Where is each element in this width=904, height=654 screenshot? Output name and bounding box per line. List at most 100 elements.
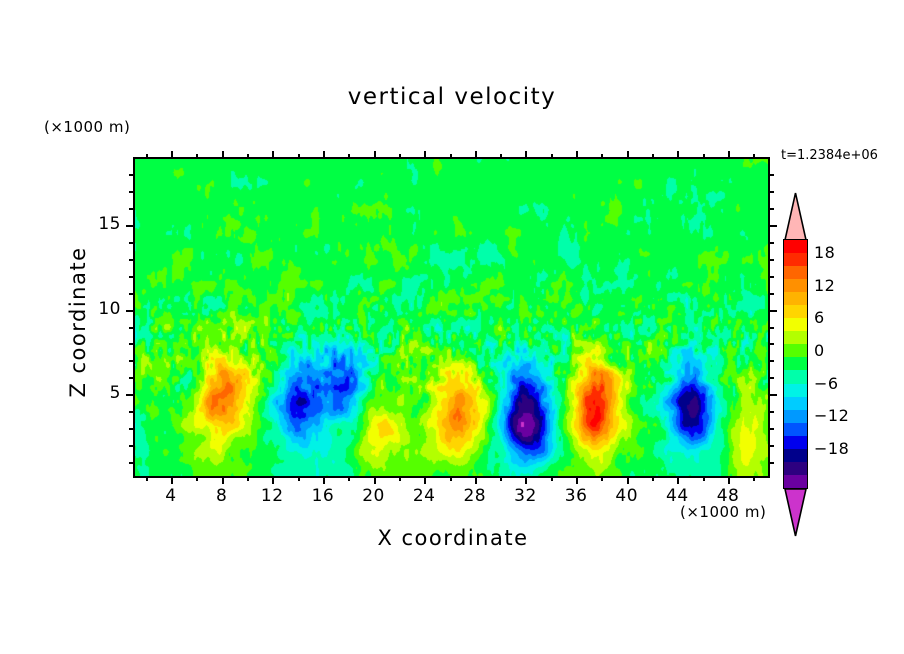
tick-mark	[500, 154, 502, 159]
tick-mark	[768, 327, 774, 329]
tick-mark	[222, 151, 224, 159]
tick-mark	[146, 476, 148, 481]
colorbar-band	[784, 422, 807, 436]
colorbar-band	[784, 305, 807, 319]
tick-mark	[424, 151, 426, 159]
x-tick-label: 40	[615, 486, 639, 506]
tick-mark	[129, 293, 135, 295]
time-stamp-label: t=1.2384e+06	[781, 148, 878, 163]
tick-mark	[247, 476, 249, 481]
x-tick-label: 8	[215, 486, 228, 506]
tick-mark	[768, 242, 774, 244]
colorbar-tick-label: 18	[814, 243, 836, 263]
tick-mark	[703, 154, 705, 159]
colorbar-band	[784, 448, 807, 462]
tick-mark	[576, 476, 578, 484]
tick-mark	[196, 476, 198, 481]
tick-mark	[677, 151, 679, 159]
colorbar-band	[784, 344, 807, 358]
colorbar-tick-label: −12	[814, 406, 850, 426]
tick-mark	[728, 151, 730, 159]
tick-mark	[627, 476, 629, 484]
tick-mark	[475, 476, 477, 484]
tick-mark	[129, 208, 135, 210]
tick-mark	[129, 411, 135, 413]
tick-mark	[768, 208, 774, 210]
x-tick-label: 16	[311, 486, 335, 506]
colorbar-band	[784, 396, 807, 410]
tick-mark	[126, 310, 135, 312]
tick-mark	[768, 225, 777, 227]
colorbar-band	[784, 409, 807, 423]
tick-mark	[728, 476, 730, 484]
tick-mark	[768, 411, 774, 413]
tick-mark	[768, 428, 774, 430]
colorbar-tick-label: 6	[814, 308, 825, 328]
tick-mark	[129, 343, 135, 345]
tick-mark	[171, 151, 173, 159]
x-tick-label: 28	[463, 486, 487, 506]
page-title: vertical velocity	[347, 84, 557, 110]
colorbar-band	[784, 461, 807, 475]
tick-mark	[768, 174, 774, 176]
x-axis-title: X coordinate	[377, 526, 529, 550]
colorbar-tick-label: 12	[814, 275, 836, 295]
tick-mark	[298, 476, 300, 481]
colorbar-band	[784, 435, 807, 449]
tick-mark	[129, 377, 135, 379]
colorbar-band	[784, 279, 807, 293]
x-tick-label: 44	[666, 486, 689, 506]
tick-mark	[399, 476, 401, 481]
tick-mark	[196, 154, 198, 159]
tick-mark	[171, 476, 173, 484]
tick-mark	[627, 151, 629, 159]
tick-mark	[323, 151, 325, 159]
tick-mark	[129, 259, 135, 261]
tick-mark	[525, 151, 527, 159]
y-tick-label: 5	[109, 383, 121, 404]
tick-mark	[576, 151, 578, 159]
tick-mark	[551, 476, 553, 481]
colorbar-band	[784, 383, 807, 397]
tick-mark	[768, 293, 774, 295]
tick-mark	[768, 377, 774, 379]
colorbar-tick-label: 0	[814, 340, 825, 360]
tick-mark	[126, 394, 135, 396]
tick-mark	[703, 476, 705, 481]
tick-mark	[129, 191, 135, 193]
tick-mark	[129, 462, 135, 464]
tick-mark	[129, 327, 135, 329]
colorbar-over-arrow	[784, 192, 807, 241]
tick-mark	[768, 462, 774, 464]
colorbar-tick-label: −18	[814, 438, 850, 458]
tick-mark	[272, 476, 274, 484]
colorbar-bands	[783, 239, 808, 489]
tick-mark	[475, 151, 477, 159]
tick-mark	[551, 154, 553, 159]
tick-mark	[768, 310, 777, 312]
tick-mark	[424, 476, 426, 484]
tick-mark	[129, 276, 135, 278]
colorbar-band	[784, 474, 807, 488]
tick-mark	[222, 476, 224, 484]
tick-mark	[323, 476, 325, 484]
tick-mark	[768, 445, 774, 447]
tick-mark	[450, 154, 452, 159]
tick-mark	[753, 476, 755, 481]
colorbar-band	[784, 292, 807, 306]
tick-mark	[129, 445, 135, 447]
tick-mark	[129, 428, 135, 430]
tick-mark	[129, 242, 135, 244]
x-axis-units-label: (×1000 m)	[680, 503, 767, 521]
colorbar-band	[784, 266, 807, 280]
tick-mark	[399, 154, 401, 159]
tick-mark	[652, 154, 654, 159]
tick-mark	[146, 154, 148, 159]
tick-mark	[348, 476, 350, 481]
tick-mark	[374, 151, 376, 159]
tick-mark	[768, 276, 774, 278]
tick-mark	[677, 476, 679, 484]
colorbar-band	[784, 331, 807, 345]
tick-mark	[525, 476, 527, 484]
x-tick-label: 36	[564, 486, 588, 506]
